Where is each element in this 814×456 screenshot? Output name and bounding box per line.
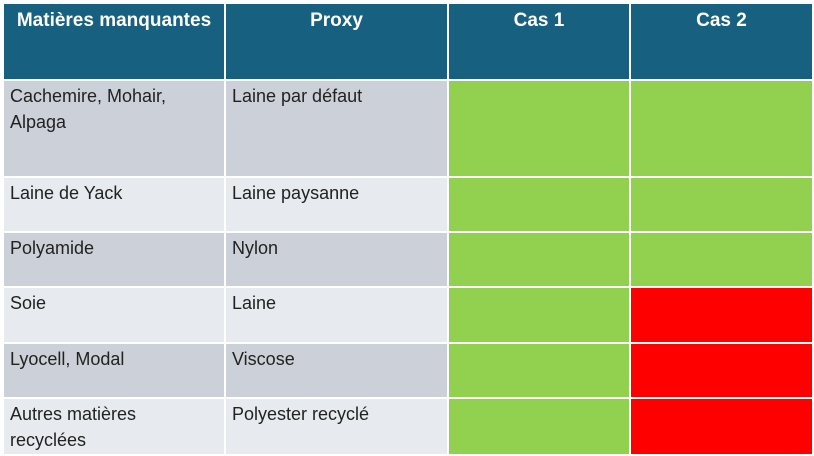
table-row: Polyamide Nylon: [2, 231, 814, 288]
header-missing-materials: Matières manquantes: [2, 2, 226, 81]
material-cell: Lyocell, Modal: [2, 342, 226, 399]
proxy-cell: Laine: [224, 286, 449, 344]
table-row: Autres matières recyclées Polyester recy…: [2, 397, 814, 456]
cas-1-status-cell: [447, 231, 631, 288]
table-row: Lyocell, Modal Viscose: [2, 342, 814, 399]
cas-1-status-cell: [447, 397, 631, 456]
cas-1-status-cell: [447, 342, 631, 399]
table-header-row: Matières manquantes Proxy Cas 1 Cas 2: [2, 2, 814, 81]
material-cell: Autres matières recyclées: [2, 397, 226, 456]
cas-2-status-cell: [629, 342, 814, 399]
cas-2-status-cell: [629, 286, 814, 344]
table-row: Soie Laine: [2, 286, 814, 344]
material-cell: Laine de Yack: [2, 176, 226, 233]
cas-2-status-cell: [629, 176, 814, 233]
material-cell: Cachemire, Mohair, Alpaga: [2, 79, 226, 178]
header-cas-1: Cas 1: [447, 2, 631, 81]
table-row: Laine de Yack Laine paysanne: [2, 176, 814, 233]
cas-2-status-cell: [629, 79, 814, 178]
proxy-cell: Laine paysanne: [224, 176, 449, 233]
proxy-cell: Viscose: [224, 342, 449, 399]
cas-1-status-cell: [447, 79, 631, 178]
proxy-cell: Nylon: [224, 231, 449, 288]
material-cell: Soie: [2, 286, 226, 344]
cas-2-status-cell: [629, 397, 814, 456]
material-cell: Polyamide: [2, 231, 226, 288]
cas-1-status-cell: [447, 286, 631, 344]
table-row: Cachemire, Mohair, Alpaga Laine par défa…: [2, 79, 814, 178]
cas-1-status-cell: [447, 176, 631, 233]
header-proxy: Proxy: [224, 2, 449, 81]
proxy-cell: Polyester recyclé: [224, 397, 449, 456]
proxy-cell: Laine par défaut: [224, 79, 449, 178]
cas-2-status-cell: [629, 231, 814, 288]
header-cas-2: Cas 2: [629, 2, 814, 81]
